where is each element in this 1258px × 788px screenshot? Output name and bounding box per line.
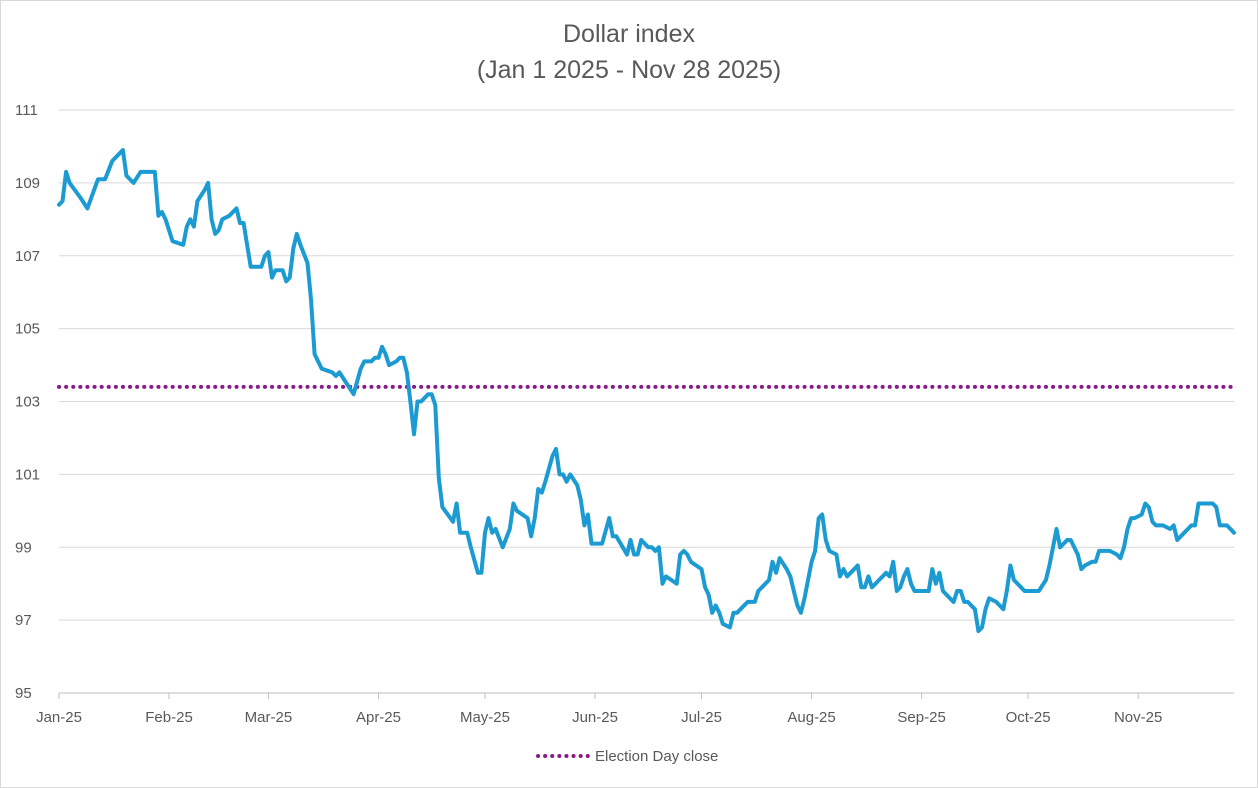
legend: Election Day close <box>536 748 718 765</box>
series <box>57 148 1236 634</box>
legend-label-election-day: Election Day close <box>595 748 718 765</box>
gridlines <box>59 109 1234 621</box>
chart-subtitle: (Jan 1 2025 - Nov 28 2025) <box>477 56 781 84</box>
x-tick-label-Jul-25: Jul-25 <box>681 709 722 726</box>
x-tick-label-Nov-25: Nov-25 <box>1114 709 1162 726</box>
y-tick-label-109: 109 <box>15 175 40 192</box>
y-tick-label-101: 101 <box>15 466 40 483</box>
x-tick-label-Jun-25: Jun-25 <box>572 709 618 726</box>
chart-title: Dollar index <box>563 20 696 48</box>
y-tick-label-97: 97 <box>15 612 32 629</box>
y-tick-label-103: 103 <box>15 394 40 411</box>
x-tick-label-Feb-25: Feb-25 <box>145 709 193 726</box>
dollar-index-series-line <box>57 148 1236 634</box>
x-tick-label-Jan-25: Jan-25 <box>36 709 82 726</box>
x-tick-label-Mar-25: Mar-25 <box>245 709 293 726</box>
x-tick-label-Oct-25: Oct-25 <box>1006 709 1051 726</box>
y-tick-label-99: 99 <box>15 539 32 556</box>
y-tick-label-107: 107 <box>15 248 40 265</box>
x-tick-label-Aug-25: Aug-25 <box>787 709 835 726</box>
y-tick-label-95: 95 <box>15 685 32 702</box>
axes: 95 97 99 101 103 105 107 109 111 Jan-25 Feb-25 Mar-… <box>15 102 1234 726</box>
x-tick-label-Apr-25: Apr-25 <box>356 709 401 726</box>
x-tick-label-May-25: May-25 <box>460 709 510 726</box>
x-tick-label-Sep-25: Sep-25 <box>897 709 945 726</box>
y-tick-label-105: 105 <box>15 321 40 338</box>
y-tick-label-111: 111 <box>15 102 38 119</box>
